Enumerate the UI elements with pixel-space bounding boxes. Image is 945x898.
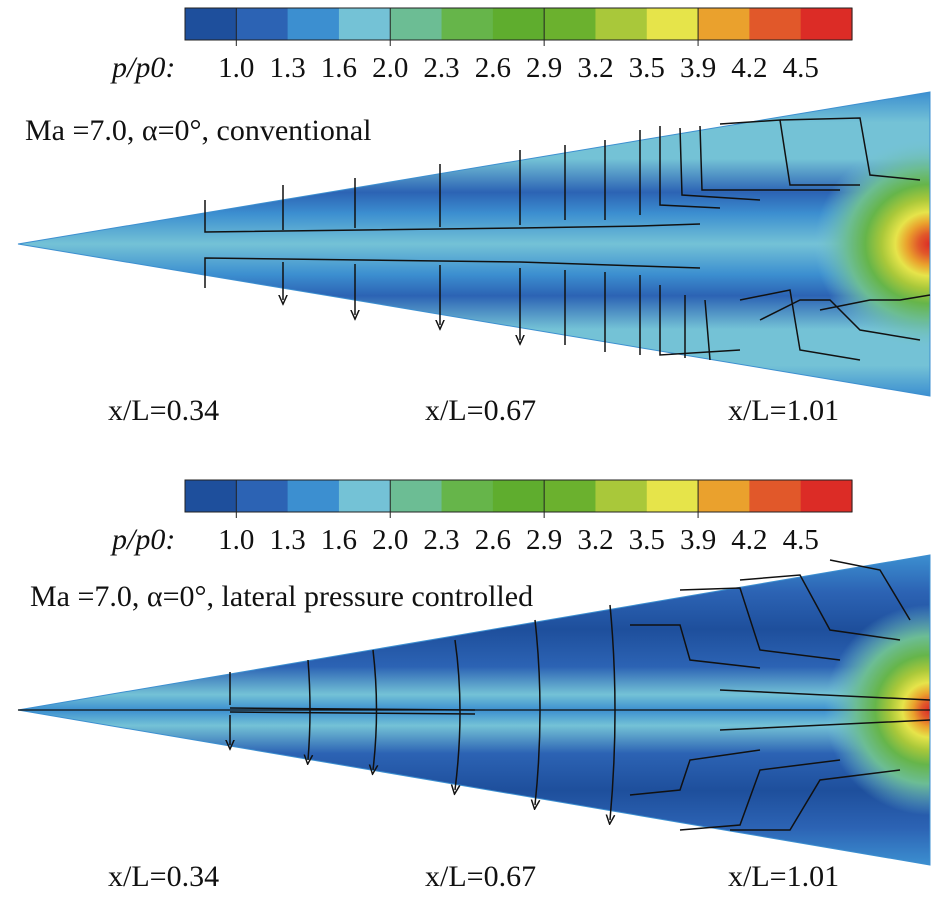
- colorbar-tick-label: 4.2: [731, 52, 767, 84]
- colorbar-top: p/p0: 1.0 1.3 1.6 2.0 2.3 2.6 2.9 3.2 3.5 3.9 4.2 4…: [110, 7, 853, 84]
- colorbar-frame: [184, 7, 853, 41]
- colorbar-tick-labels: 1.0 1.3 1.6 2.0 2.3 2.6 2.9 3.2 3.5 3.9 4.2 4.5: [218, 52, 819, 84]
- streamlines: [230, 559, 931, 831]
- colorbar-swatch: [698, 8, 750, 40]
- colorbar-swatch: [544, 8, 597, 40]
- colorbar-tick-label: 3.9: [680, 524, 716, 556]
- colorbar-swatch: [390, 8, 443, 40]
- streamlines: [204, 117, 931, 361]
- colorbar-tick-label: 1.6: [321, 524, 357, 556]
- panel-conventional: Ma =7.0, α=0°, conventional x/L=0.34 x/L…: [17, 91, 931, 427]
- colorbar-swatch: [236, 480, 289, 512]
- colorbar-swatch: [492, 480, 545, 512]
- colorbar-swatch: [595, 8, 648, 40]
- colorbar-tick-label: 2.0: [372, 52, 408, 84]
- colorbar-tick-label: 2.6: [475, 524, 511, 556]
- colorbar-swatches: [185, 480, 853, 512]
- station-label-2: x/L=0.67: [425, 394, 536, 427]
- colorbar-swatch: [185, 480, 237, 512]
- colorbar-bottom: p/p0: 1.0 1.3 1.6 2.0 2.3 2.6 2.9 3.2 3.5 3.9 4.2 4…: [110, 479, 853, 556]
- condition-label: Ma =7.0, α=0°, conventional: [25, 114, 372, 147]
- colorbar-swatch: [492, 8, 545, 40]
- station-label-3: x/L=1.01: [728, 394, 839, 427]
- colorbar-swatch: [338, 480, 391, 512]
- colorbar-tick-label: 4.2: [731, 524, 767, 556]
- colorbar-tick-label: 2.6: [475, 52, 511, 84]
- colorbar-tick-label: 1.6: [321, 52, 357, 84]
- colorbar-tick-label: 3.2: [577, 52, 613, 84]
- colorbar-tick-label: 3.5: [629, 524, 665, 556]
- colorbar-swatch: [287, 480, 340, 512]
- colorbar-tick-label: 2.3: [423, 524, 459, 556]
- colorbar-frame: [184, 479, 853, 513]
- colorbar-tick-label: 4.5: [783, 52, 819, 84]
- station-label-3: x/L=1.01: [728, 860, 839, 893]
- colorbar-tick-labels: 1.0 1.3 1.6 2.0 2.3 2.6 2.9 3.2 3.5 3.9 4.2 4.5: [218, 524, 819, 556]
- colorbar-tick-label: 3.2: [577, 524, 613, 556]
- colorbar-swatch: [749, 8, 802, 40]
- colorbar-variable-text: p/p0:: [110, 51, 175, 84]
- colorbar-swatch: [544, 480, 597, 512]
- colorbar-ticks: [235, 480, 699, 518]
- colorbar-tick-label: 1.3: [269, 524, 305, 556]
- colorbar-swatch: [646, 8, 699, 40]
- colorbar-swatch: [749, 480, 802, 512]
- colorbar-swatch: [236, 8, 289, 40]
- colorbar-tick-label: 3.5: [629, 52, 665, 84]
- colorbar-swatch: [390, 480, 443, 512]
- station-label-1: x/L=0.34: [108, 860, 219, 893]
- station-label-2: x/L=0.67: [425, 860, 536, 893]
- colorbar-swatch: [441, 8, 494, 40]
- colorbar-swatch: [441, 480, 494, 512]
- colorbar-tick-label: 3.9: [680, 52, 716, 84]
- colorbar-swatch: [287, 8, 340, 40]
- colorbar-swatch: [800, 480, 853, 512]
- colorbar-tick-label: 2.3: [423, 52, 459, 84]
- colorbar-tick-label: 2.9: [526, 524, 562, 556]
- colorbar-swatches: [185, 8, 853, 40]
- colorbar-variable-text: p/p0:: [110, 523, 175, 556]
- station-label-1: x/L=0.34: [108, 394, 219, 427]
- colorbar-swatch: [698, 480, 750, 512]
- cone-outline: [17, 91, 931, 397]
- colorbar-tick-label: 2.9: [526, 52, 562, 84]
- colorbar-tick-label: 1.0: [218, 524, 254, 556]
- colorbar-variable-label: p/p0:: [110, 51, 175, 84]
- colorbar-swatch: [646, 480, 699, 512]
- colorbar-swatch: [800, 8, 853, 40]
- colorbar-tick-label: 2.0: [372, 524, 408, 556]
- colorbar-variable-label: p/p0:: [110, 523, 175, 556]
- colorbar-tick-label: 1.0: [218, 52, 254, 84]
- colorbar-ticks: [235, 8, 699, 46]
- colorbar-swatch: [185, 8, 237, 40]
- colorbar-swatch: [338, 8, 391, 40]
- condition-label: Ma =7.0, α=0°, lateral pressure controll…: [30, 580, 533, 613]
- colorbar-swatch: [595, 480, 648, 512]
- panel-lateral-pressure-controlled: Ma =7.0, α=0°, lateral pressure controll…: [17, 554, 931, 893]
- colorbar-tick-label: 4.5: [783, 524, 819, 556]
- colorbar-tick-label: 1.3: [269, 52, 305, 84]
